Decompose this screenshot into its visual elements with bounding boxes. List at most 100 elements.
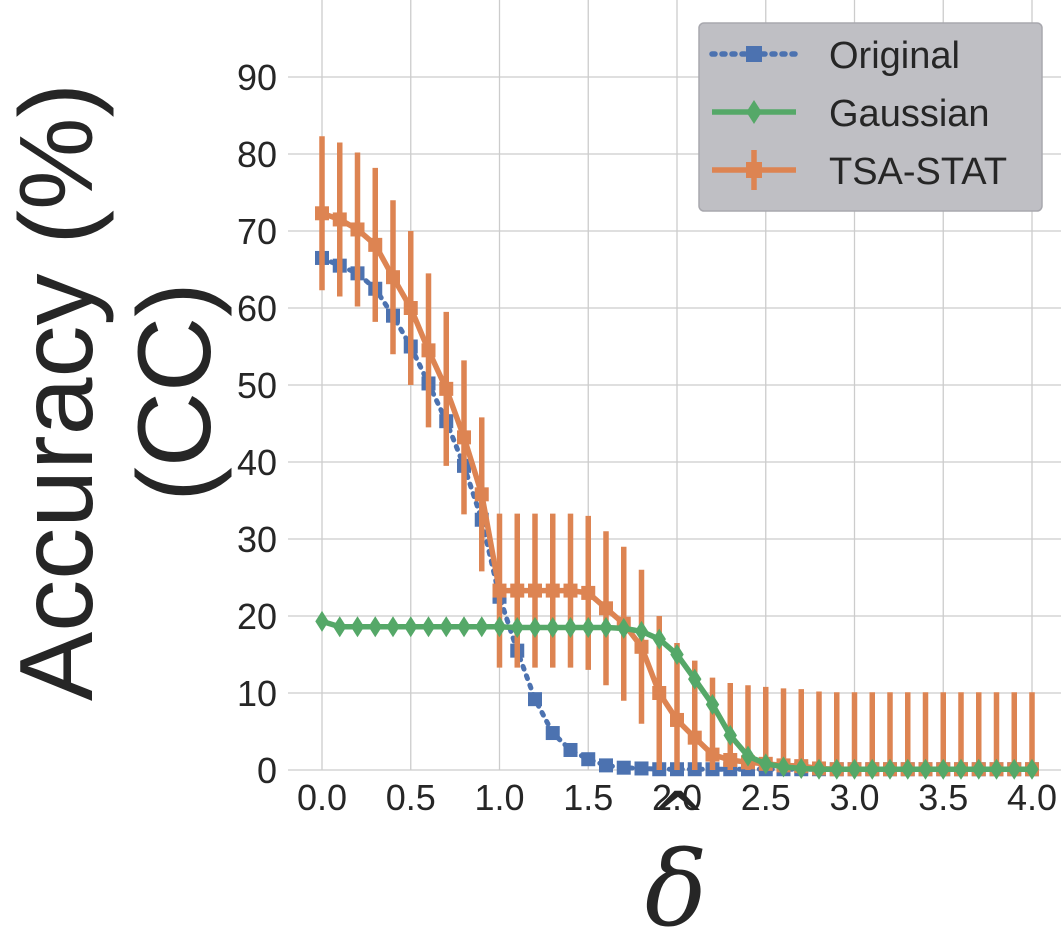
series <box>315 136 1039 780</box>
data-point <box>492 616 507 638</box>
data-point <box>688 668 702 690</box>
y-tick-label: 70 <box>237 211 277 252</box>
data-point <box>475 616 489 638</box>
data-point <box>972 758 986 780</box>
data-point <box>723 752 738 767</box>
data-point <box>1007 758 1021 780</box>
x-tick-label: 3.5 <box>918 777 968 818</box>
data-point <box>581 752 596 767</box>
x-tick-label: 4.0 <box>1007 777 1057 818</box>
y-axis-label-line2: (CC) <box>117 282 233 501</box>
legend-box <box>698 22 1043 212</box>
y-tick-labels: 0 10 20 30 40 50 60 70 80 90 <box>237 57 277 791</box>
data-point <box>457 430 471 445</box>
legend-marker <box>746 162 762 178</box>
data-point <box>545 726 560 741</box>
data-point <box>439 381 454 396</box>
legend-item-tsa-stat: TSA-STAT <box>712 150 1007 193</box>
data-point <box>404 616 418 638</box>
y-tick-label: 60 <box>237 288 277 329</box>
data-point <box>617 617 631 639</box>
data-point <box>563 583 578 598</box>
data-point <box>812 758 826 780</box>
data-point <box>510 617 524 639</box>
x-tick-label: 0.5 <box>386 777 436 818</box>
data-point <box>333 616 347 638</box>
y-tick-label: 10 <box>237 673 277 714</box>
data-point <box>705 747 720 762</box>
y-tick-label: 0 <box>257 750 277 791</box>
legend-label: Original <box>829 35 960 77</box>
data-point <box>670 712 684 727</box>
x-tick-label: 2.0 <box>652 777 702 818</box>
data-point <box>652 686 667 700</box>
data-point <box>776 756 791 778</box>
data-point <box>865 758 879 780</box>
data-point <box>528 583 542 598</box>
legend-marker <box>746 46 762 62</box>
data-point <box>368 616 382 638</box>
data-point <box>634 639 649 654</box>
data-point <box>634 620 649 642</box>
series-gaussian <box>315 610 1039 780</box>
data-point <box>439 616 453 638</box>
x-tick-label: 1.5 <box>563 777 613 818</box>
legend: Original Gaussian TSA-STAT <box>698 22 1043 212</box>
data-point <box>599 617 613 639</box>
data-point <box>386 270 400 285</box>
data-point <box>492 583 507 598</box>
data-point <box>332 212 347 227</box>
y-tick-label: 30 <box>237 519 277 560</box>
data-point <box>1025 758 1039 780</box>
legend-marker <box>746 100 762 124</box>
data-point <box>830 758 844 780</box>
x-tick-label: 3.0 <box>829 777 879 818</box>
y-tick-label: 40 <box>237 442 277 483</box>
data-point <box>687 730 702 745</box>
data-point <box>918 758 933 780</box>
data-point <box>563 742 578 757</box>
data-point <box>670 644 684 665</box>
legend-item-gaussian: Gaussian <box>712 93 990 135</box>
data-point <box>581 617 595 639</box>
x-tick-label: 2.5 <box>741 777 791 818</box>
data-point <box>421 343 436 358</box>
data-point <box>350 616 365 638</box>
data-point <box>421 616 436 638</box>
data-point <box>652 628 666 650</box>
data-point <box>954 758 968 780</box>
data-point <box>350 222 365 237</box>
legend-label: TSA-STAT <box>829 151 1007 193</box>
data-point <box>705 694 720 716</box>
data-point <box>546 617 560 639</box>
data-point <box>759 753 773 775</box>
data-point <box>403 301 418 315</box>
legend-item-original: Original <box>709 35 960 77</box>
x-tick-label: 0.0 <box>297 777 347 818</box>
y-tick-label: 90 <box>237 57 277 98</box>
data-point <box>741 745 755 767</box>
series-tsa-stat <box>315 136 1039 777</box>
legend-label: Gaussian <box>829 93 990 135</box>
data-point <box>989 758 1004 780</box>
x-axis-label: δ <box>645 828 708 950</box>
data-point <box>794 757 808 779</box>
y-tick-label: 20 <box>237 596 277 637</box>
x-tick-labels: 0.0 0.5 1.0 1.5 2.0 2.5 3.0 3.5 4.0 <box>297 777 1057 818</box>
data-point <box>599 758 613 773</box>
data-point <box>563 617 578 639</box>
data-point <box>581 585 596 600</box>
data-point <box>616 760 631 775</box>
data-point <box>936 758 950 780</box>
y-axis-label: Accuracy (%) <box>0 83 115 701</box>
data-point <box>528 692 542 707</box>
data-point <box>545 583 560 598</box>
data-point <box>315 206 329 221</box>
data-point <box>474 487 489 502</box>
data-point <box>368 237 383 252</box>
y-tick-label: 50 <box>237 365 277 406</box>
data-point <box>386 616 400 638</box>
x-axis-label-hat: ^ <box>649 777 708 859</box>
data-point <box>901 758 915 780</box>
